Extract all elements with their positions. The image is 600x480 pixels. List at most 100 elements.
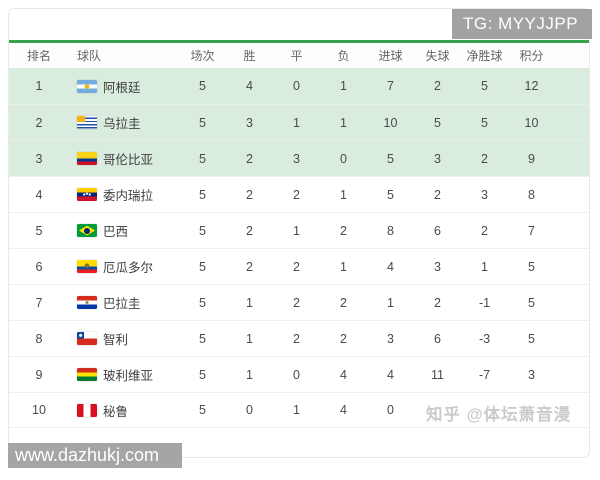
stat-cell-场次: 5: [199, 187, 206, 202]
stat-cell-净胜球: 1: [481, 259, 488, 274]
stat-cell-负: 0: [340, 151, 347, 166]
stat-cell-场次: 5: [199, 331, 206, 346]
stat-cell-平: 1: [293, 115, 300, 130]
stat-cell-平: 2: [293, 259, 300, 274]
column-header-9: 积分: [519, 49, 544, 63]
table-row: 3 哥伦比亚 5 2 3 0 5 3 2 9: [9, 140, 589, 176]
stat-cell-胜: 4: [246, 79, 253, 93]
stat-cell-胜: 1: [246, 367, 253, 382]
team-cell: 厄瓜多尔: [69, 257, 179, 276]
brazil-flag-icon: [77, 224, 97, 237]
stat-cell-进球: 5: [387, 187, 394, 202]
stat-cell-负: 2: [340, 295, 347, 310]
stat-cell-平: 0: [293, 367, 300, 382]
stat-cell-失球: 5: [434, 115, 441, 130]
rank-cell: 4: [35, 187, 43, 202]
stat-cell-胜: 3: [246, 115, 253, 130]
team-name: 巴西: [103, 225, 129, 239]
stat-cell-平: 0: [293, 79, 300, 93]
bolivia-flag-icon: [77, 368, 97, 381]
stat-cell-失球: 6: [434, 331, 441, 346]
stat-cell-失球: 3: [434, 151, 441, 166]
team-cell: 巴拉圭: [69, 293, 179, 312]
table-row: 5 巴西 5 2 1 2 8 6 2 7: [9, 212, 589, 248]
column-header-1: 球队: [77, 49, 102, 63]
stat-cell-净胜球: 5: [481, 115, 488, 130]
column-header-4: 平: [290, 49, 303, 63]
stat-cell-平: 2: [293, 187, 300, 202]
rank-cell: 6: [35, 259, 43, 274]
column-header-0: 排名: [26, 49, 51, 63]
chile-flag-icon: [77, 332, 97, 345]
column-header-5: 负: [337, 49, 350, 63]
stat-cell-净胜球: 2: [481, 151, 488, 166]
stat-cell-进球: 3: [387, 331, 394, 346]
rank-cell: 8: [35, 331, 43, 346]
column-header-7: 失球: [425, 49, 450, 63]
table-row: 4 委内瑞拉 5 2 2 1 5 2 3 8: [9, 176, 589, 212]
stat-cell-失球: 3: [434, 259, 441, 274]
stat-cell-负: 1: [340, 79, 347, 93]
table-row: 6 厄瓜多尔 5 2 2 1 4 3 1 5: [9, 248, 589, 284]
team-cell: 智利: [69, 329, 179, 348]
paraguay-flag-icon: [77, 296, 97, 309]
table-row: 9 玻利维亚 5 1 0 4 4 11 -7 3: [9, 356, 589, 392]
stat-cell-净胜球: 3: [481, 187, 488, 202]
team-name: 厄瓜多尔: [103, 261, 154, 275]
stat-cell-失球: 6: [434, 223, 441, 238]
team-cell: 巴西: [69, 221, 179, 240]
stat-cell-进球: 7: [387, 79, 394, 93]
stat-cell-胜: 2: [246, 259, 253, 274]
stat-cell-胜: 1: [246, 295, 253, 310]
stat-cell-失球: 2: [434, 295, 441, 310]
argentina-flag-icon: [77, 79, 97, 93]
team-cell: 乌拉圭: [69, 113, 179, 132]
stat-cell-负: 1: [340, 115, 347, 130]
peru-flag-icon: [77, 403, 97, 417]
team-name: 哥伦比亚: [103, 153, 154, 167]
rank-cell: 2: [35, 115, 43, 130]
stat-cell-胜: 2: [246, 187, 253, 202]
table-row: 7 巴拉圭 5 1 2 2 1 2 -1 5: [9, 284, 589, 320]
stat-cell-净胜球: 5: [481, 79, 488, 93]
stat-cell-负: 4: [340, 403, 347, 417]
stat-cell-场次: 5: [199, 115, 206, 130]
table-body: 1 阿根廷 5 4 0 1 7 2 5 12 2 乌拉圭 5 3 1 1 10 5 5 10 3 哥伦比亚 5 2 3 0 5 3 2 9…: [9, 68, 589, 428]
team-name: 委内瑞拉: [103, 189, 154, 203]
stat-cell-负: 1: [340, 187, 347, 202]
stat-cell-场次: 5: [199, 403, 206, 417]
stat-cell-场次: 5: [199, 295, 206, 310]
table-row: 2 乌拉圭 5 3 1 1 10 5 5 10: [9, 104, 589, 140]
team-name: 秘鲁: [103, 404, 129, 419]
team-name: 阿根廷: [103, 80, 141, 95]
tg-badge: TG: MYYJJPP: [452, 9, 592, 39]
stat-cell-失球: 11: [431, 367, 444, 382]
stat-cell-场次: 5: [199, 79, 206, 93]
stat-cell-进球: 0: [387, 403, 394, 417]
stat-cell-积分: 7: [528, 223, 535, 238]
team-name: 乌拉圭: [103, 117, 141, 131]
stat-cell-积分: 8: [528, 187, 535, 202]
stat-cell-平: 2: [293, 295, 300, 310]
stat-cell-负: 4: [340, 367, 347, 382]
stat-cell-场次: 5: [199, 223, 206, 238]
venezuela-flag-icon: [77, 188, 97, 201]
team-cell: 哥伦比亚: [69, 149, 179, 168]
stat-cell-积分: 5: [528, 295, 535, 310]
stat-cell-积分: 12: [524, 79, 539, 93]
stat-cell-负: 2: [340, 331, 347, 346]
site-watermark: www.dazhukj.com: [8, 443, 182, 468]
colombia-flag-icon: [77, 152, 97, 165]
stat-cell-场次: 5: [199, 151, 206, 166]
team-name: 玻利维亚: [103, 369, 154, 383]
team-cell: 阿根廷: [69, 77, 179, 96]
table-row: 10 秘鲁 5 0 1 4 0: [9, 392, 589, 428]
stat-cell-积分: 5: [528, 259, 535, 274]
stat-cell-进球: 5: [387, 151, 394, 166]
rank-cell: 5: [35, 223, 43, 238]
zhihu-watermark: 知乎 @体坛萧音漫: [426, 406, 572, 424]
stat-cell-场次: 5: [199, 259, 206, 274]
table-header-row: 排名 球队 场次 胜 平 负 进球 失球 净胜球 积分: [9, 43, 589, 68]
column-header-2: 场次: [190, 49, 215, 63]
uruguay-flag-icon: [77, 116, 97, 129]
